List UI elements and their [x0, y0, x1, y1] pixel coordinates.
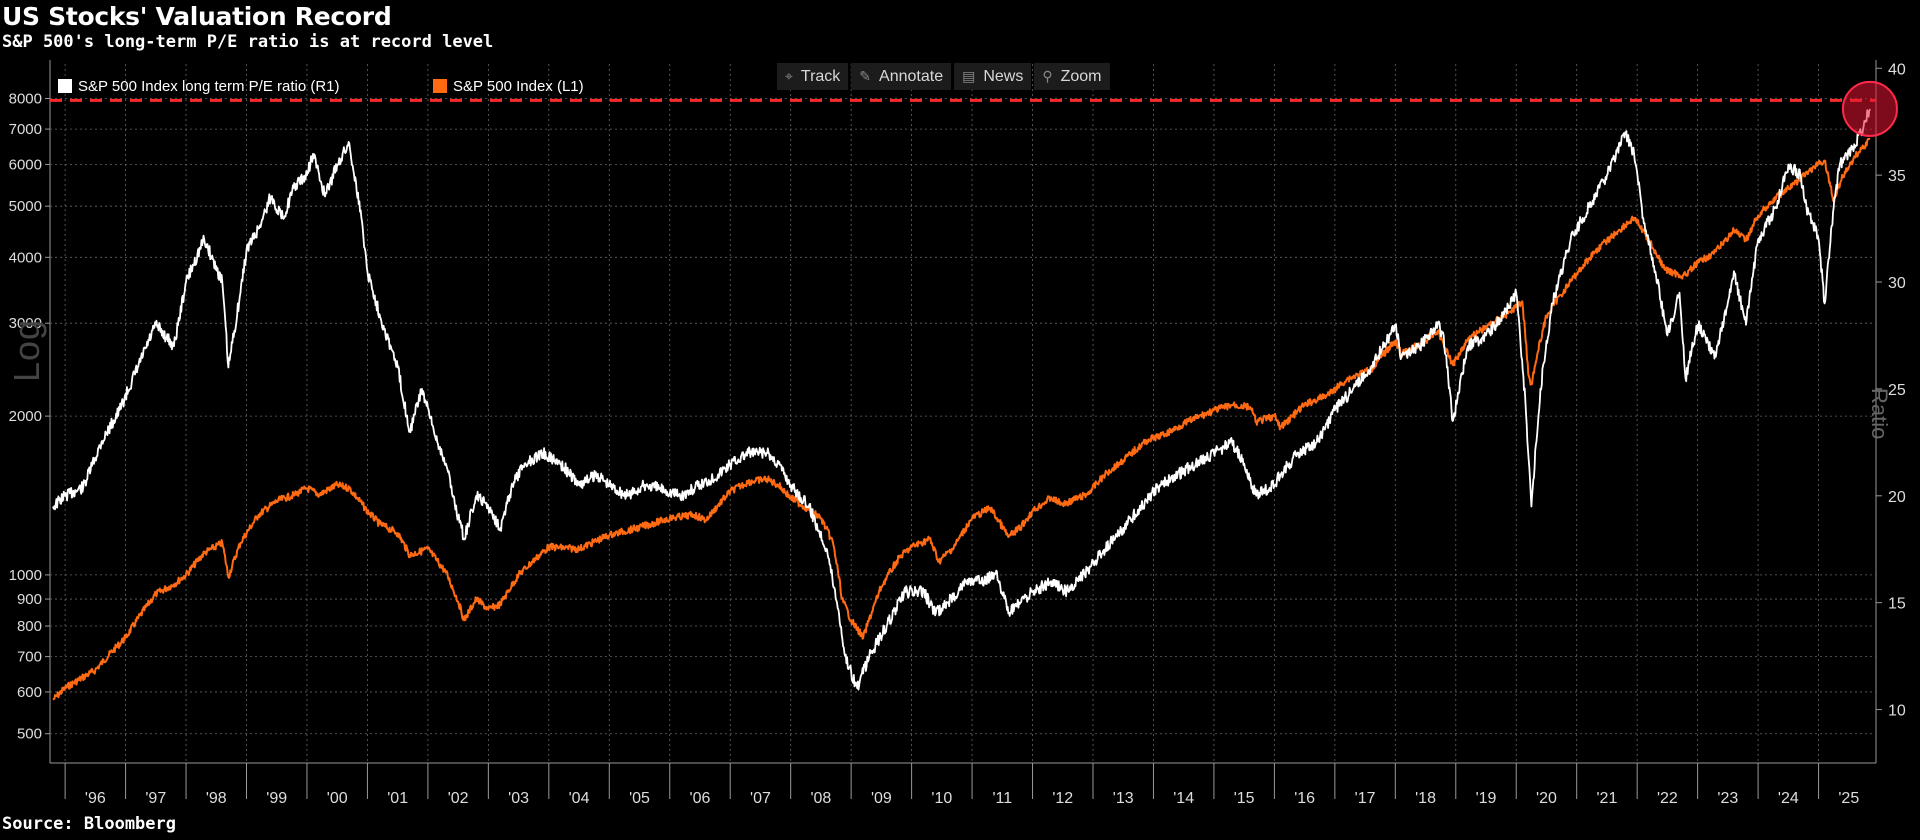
- zoom-button[interactable]: ⚲ Zoom: [1034, 63, 1110, 90]
- right-tick-label: 25: [1888, 382, 1906, 399]
- news-label: News: [983, 67, 1024, 85]
- x-tick-label: '17: [1355, 790, 1376, 807]
- x-tick-label: '22: [1657, 790, 1678, 807]
- left-tick-label: 7000: [9, 121, 42, 138]
- right-axis-label: Ratio: [1867, 388, 1892, 440]
- right-tick-label: 10: [1888, 703, 1906, 720]
- left-tick-label: 800: [17, 618, 42, 635]
- series-line-sp500-index: [52, 137, 1871, 701]
- legend-label-sp500-index: S&P 500 Index (L1): [453, 77, 584, 95]
- right-tick-label: 30: [1888, 275, 1906, 292]
- left-tick-label: 4000: [9, 249, 42, 266]
- left-tick-label: 700: [17, 649, 42, 666]
- right-tick-label: 40: [1888, 61, 1906, 78]
- left-tick-label: 8000: [9, 90, 42, 107]
- x-tick-label: '02: [448, 790, 469, 807]
- x-tick-label: '10: [931, 790, 952, 807]
- left-tick-label: 1000: [9, 567, 42, 584]
- left-tick-label: 6000: [9, 156, 42, 173]
- x-tick-label: '11: [992, 790, 1012, 807]
- x-tick-label: '23: [1717, 790, 1738, 807]
- x-tick-label: '03: [508, 790, 529, 807]
- x-tick-label: '08: [810, 790, 831, 807]
- news-button[interactable]: ▤ News: [954, 63, 1032, 90]
- x-tick-label: '21: [1597, 790, 1618, 807]
- x-tick-label: '13: [1113, 790, 1134, 807]
- legend-item-sp500-index[interactable]: S&P 500 Index (L1): [433, 74, 584, 98]
- x-tick-label: '96: [85, 790, 106, 807]
- x-tick-label: '25: [1838, 790, 1859, 807]
- news-icon: ▤: [962, 68, 976, 84]
- left-tick-label: 2000: [9, 408, 42, 425]
- x-tick-label: '19: [1476, 790, 1497, 807]
- left-tick-label: 5000: [9, 198, 42, 215]
- x-tick-label: '97: [145, 790, 166, 807]
- x-tick-label: '14: [1173, 790, 1194, 807]
- x-tick-label: '16: [1294, 790, 1315, 807]
- left-tick-label: 900: [17, 591, 42, 608]
- x-tick-label: '01: [387, 790, 408, 807]
- annotate-button[interactable]: ✎ Annotate: [851, 63, 952, 90]
- track-button[interactable]: ⌖ Track: [777, 63, 849, 90]
- record-highlight-marker: [1841, 80, 1898, 137]
- x-tick-label: '05: [629, 790, 650, 807]
- line-chart: 500 600 700 800 900 1000 2000 3000 4000 5000 6000 7…: [9, 60, 1906, 807]
- x-tick-label: '98: [206, 790, 227, 807]
- left-axis-label: Log: [6, 318, 47, 382]
- zoom-label: Zoom: [1060, 67, 1102, 85]
- x-tick-label: '20: [1536, 790, 1557, 807]
- x-tick-label: '15: [1234, 790, 1255, 807]
- legend-item-pe-ratio[interactable]: S&P 500 Index long term P/E ratio (R1): [58, 74, 340, 98]
- legend-swatch-sp500-index: [433, 79, 447, 93]
- source-note: Source: Bloomberg: [2, 814, 176, 834]
- track-label: Track: [800, 67, 841, 85]
- crosshair-icon: ⌖: [785, 68, 793, 84]
- annotate-label: Annotate: [879, 67, 944, 85]
- legend-label-pe-ratio: S&P 500 Index long term P/E ratio (R1): [78, 77, 340, 95]
- x-tick-label: '12: [1052, 790, 1073, 807]
- series-line-pe-ratio: [52, 108, 1871, 691]
- chart-title: US Stocks' Valuation Record: [2, 2, 392, 31]
- pencil-icon: ✎: [859, 68, 872, 84]
- right-tick-label: 20: [1888, 489, 1906, 506]
- right-tick-label: 35: [1888, 168, 1906, 185]
- left-tick-label: 600: [17, 684, 42, 701]
- x-tick-label: '99: [266, 790, 287, 807]
- chart-toolbar: ⌖ Track ✎ Annotate ▤ News ⚲ Zoom: [777, 63, 1110, 90]
- x-tick-label: '18: [1415, 790, 1436, 807]
- x-tick-label: '24: [1778, 790, 1799, 807]
- right-tick-label: 15: [1888, 596, 1906, 613]
- x-tick-label: '09: [871, 790, 892, 807]
- x-tick-label: '04: [569, 790, 590, 807]
- x-tick-label: '00: [327, 790, 348, 807]
- left-tick-label: 500: [17, 726, 42, 743]
- x-tick-label: '07: [750, 790, 771, 807]
- legend-swatch-pe-ratio: [58, 79, 72, 93]
- magnifier-icon: ⚲: [1042, 68, 1053, 84]
- left-tick-label: 3000: [9, 315, 42, 332]
- chart-subtitle: S&P 500's long-term P/E ratio is at reco…: [2, 32, 494, 52]
- x-tick-label: '06: [690, 790, 711, 807]
